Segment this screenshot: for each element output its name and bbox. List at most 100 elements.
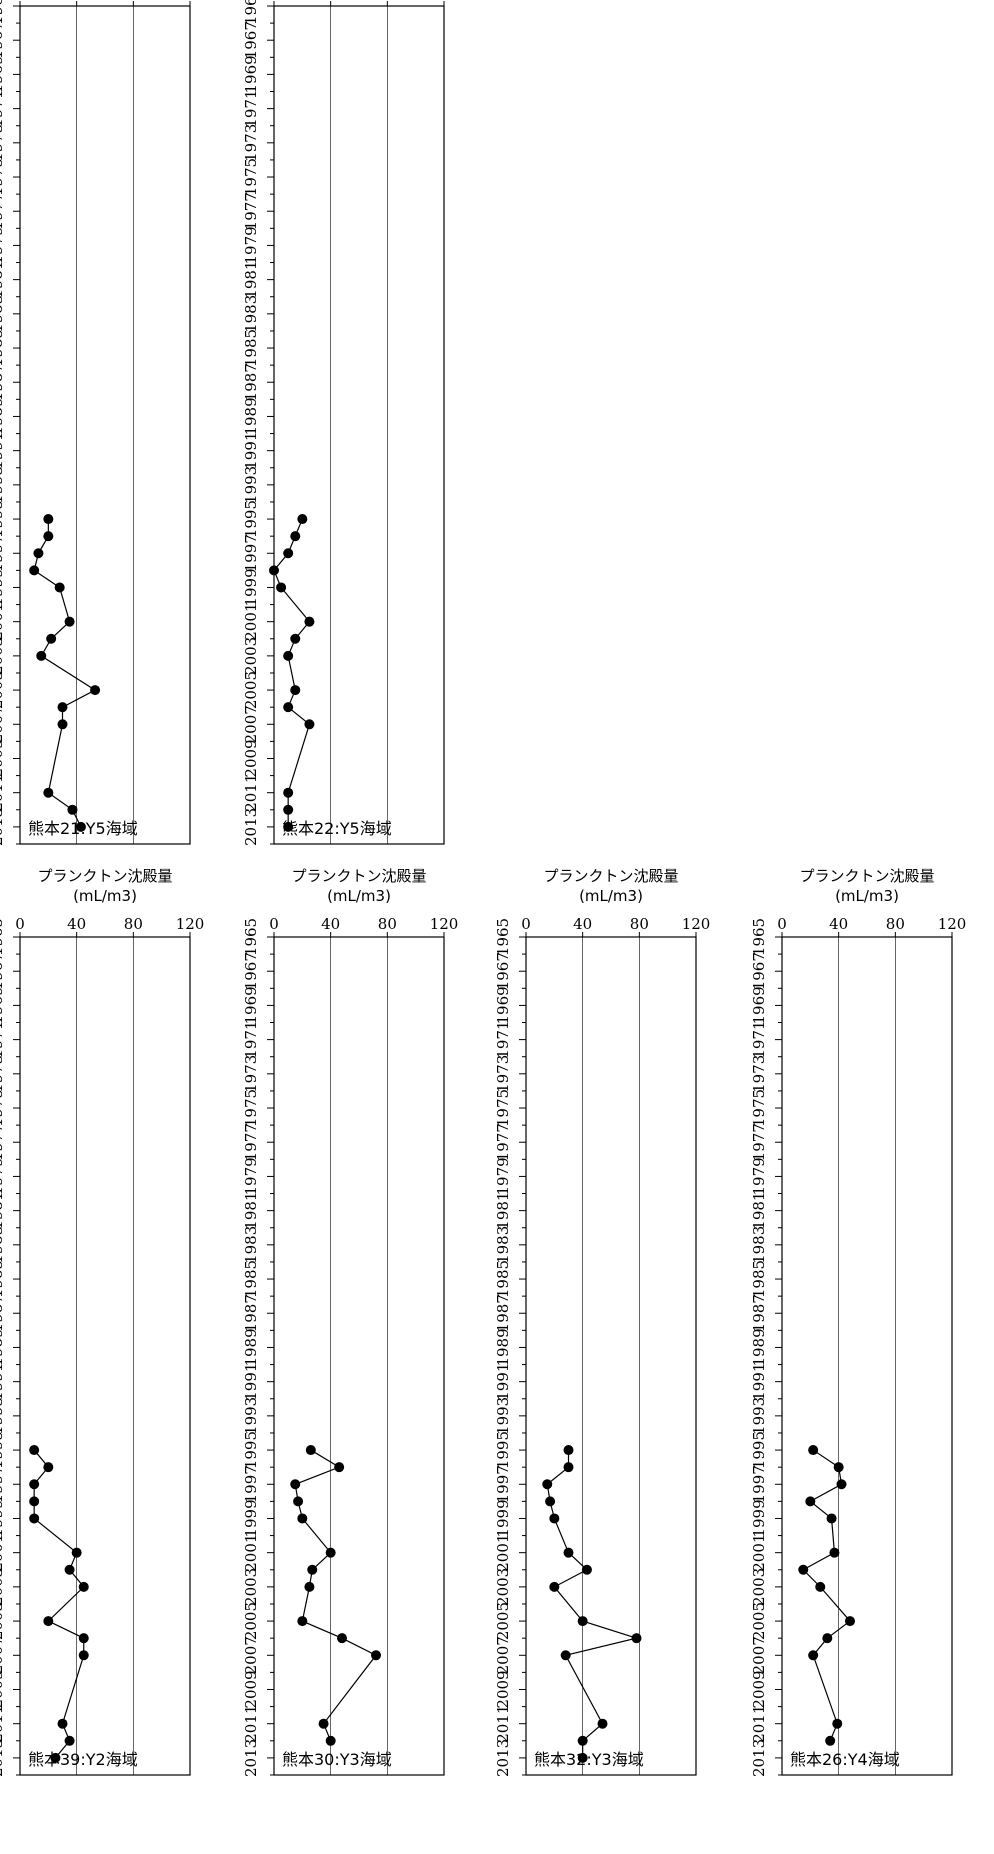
data-point	[549, 1513, 560, 1524]
x-tick-label: 2009	[494, 1670, 512, 1708]
x-tick-label: 1999	[750, 1499, 768, 1537]
chart-panel: 1965196719691971197319751977197919811983…	[242, 867, 458, 1777]
x-tick-label: 2001	[750, 1534, 768, 1572]
data-point	[269, 565, 279, 576]
y-tick-label: 40	[67, 915, 86, 933]
x-tick-label: 1965	[242, 0, 260, 25]
x-tick-label: 2005	[750, 1602, 768, 1640]
x-tick-label: 1991	[494, 1363, 512, 1401]
x-tick-label: 1971	[494, 1021, 512, 1059]
x-tick-label: 1969	[494, 986, 512, 1024]
x-tick-label: 1997	[0, 1465, 6, 1503]
series-line	[294, 1449, 377, 1742]
data-point	[318, 1718, 329, 1729]
data-point	[833, 1462, 844, 1473]
x-tick-label: 1971	[750, 1021, 768, 1059]
x-tick-label: 1979	[242, 226, 260, 264]
data-point	[50, 1752, 61, 1763]
x-tick-label: 2007	[494, 1636, 512, 1674]
x-tick-label: 1993	[242, 1397, 260, 1435]
data-point	[43, 1462, 54, 1473]
y-tick-label: 0	[777, 915, 787, 933]
x-tick-label: 1995	[242, 500, 260, 538]
data-point	[798, 1564, 809, 1575]
x-tick-label: 1993	[0, 1397, 6, 1435]
x-tick-label: 1993	[494, 1397, 512, 1435]
data-point	[304, 1581, 315, 1592]
data-point	[631, 1633, 642, 1644]
x-tick-label: 2005	[494, 1602, 512, 1640]
x-tick-label: 2013	[750, 1739, 768, 1777]
x-tick-label: 2011	[0, 1705, 6, 1743]
y-axis-label: プランクトン沈殿量	[799, 867, 934, 885]
y-tick-label: 40	[321, 0, 340, 2]
x-tick-label: 1977	[242, 192, 260, 230]
data-point	[577, 1752, 588, 1763]
data-point	[297, 1616, 308, 1627]
x-tick-label: 1965	[0, 918, 6, 956]
x-tick-label: 1965	[0, 0, 6, 25]
data-point	[832, 1718, 843, 1729]
x-tick-label: 1971	[242, 90, 260, 128]
data-point	[283, 650, 294, 661]
x-tick-label: 2005	[0, 671, 6, 709]
data-point	[337, 1633, 347, 1644]
data-point	[78, 1633, 89, 1644]
y-tick-label: 40	[321, 915, 340, 933]
x-tick-label: 1993	[0, 466, 6, 504]
x-tick-label: 2013	[494, 1739, 512, 1777]
x-tick-label: 1977	[750, 1123, 768, 1161]
y-tick-label: 120	[176, 0, 205, 2]
x-tick-label: 1967	[0, 952, 6, 990]
data-point	[297, 1513, 308, 1524]
data-point	[305, 1445, 316, 1456]
x-tick-label: 2003	[0, 1568, 6, 1606]
x-tick-label: 1975	[242, 158, 260, 196]
x-tick-label: 1975	[750, 1089, 768, 1127]
data-point	[78, 1650, 89, 1661]
series-line	[273, 518, 311, 827]
x-tick-label: 2007	[242, 705, 260, 743]
x-tick-label: 1989	[494, 1328, 512, 1366]
x-tick-label: 1999	[242, 568, 260, 606]
data-point	[805, 1496, 816, 1507]
data-point	[46, 633, 57, 644]
x-tick-label: 1977	[0, 1123, 6, 1161]
plot-area	[525, 936, 697, 1776]
x-tick-label: 2007	[242, 1636, 260, 1674]
x-tick-label: 1979	[0, 1157, 6, 1195]
x-tick-label: 1983	[242, 1226, 260, 1264]
data-point	[825, 1735, 836, 1746]
plot-area	[19, 936, 191, 1776]
x-tick-label: 1983	[494, 1226, 512, 1264]
x-tick-label: 1993	[242, 466, 260, 504]
x-tick-label: 1987	[494, 1294, 512, 1332]
data-point	[43, 531, 54, 542]
y-tick-label: 80	[630, 915, 649, 933]
data-point	[371, 1650, 381, 1661]
chart-panel: 1965196719691971197319751977197919811983…	[750, 867, 966, 1777]
x-tick-label: 1975	[242, 1089, 260, 1127]
x-tick-label: 1985	[242, 1260, 260, 1298]
x-tick-label: 1991	[0, 1363, 6, 1401]
data-point	[542, 1479, 553, 1490]
data-point	[549, 1581, 560, 1592]
data-point	[29, 1445, 40, 1456]
y-tick-label: 40	[67, 0, 86, 2]
x-tick-label: 1971	[0, 1021, 6, 1059]
x-tick-label: 2013	[0, 808, 6, 846]
chart-panel: 1965196719691971197319751977197919811983…	[494, 867, 710, 1777]
data-point	[57, 702, 68, 713]
x-tick-label: 1973	[242, 124, 260, 162]
chart-title: 熊本39:Y2海域	[28, 1750, 138, 1769]
x-tick-label: 2005	[242, 671, 260, 709]
x-tick-label: 2011	[242, 1705, 260, 1743]
y-tick-label: 0	[269, 915, 279, 933]
chart-title: 熊本30:Y3海域	[282, 1750, 392, 1769]
y-axis-unit: (mL/m3)	[327, 887, 391, 905]
x-tick-label: 2005	[0, 1602, 6, 1640]
x-tick-label: 1969	[0, 986, 6, 1024]
data-point	[563, 1445, 574, 1456]
y-tick-label: 80	[124, 0, 143, 2]
x-tick-label: 1965	[750, 918, 768, 956]
